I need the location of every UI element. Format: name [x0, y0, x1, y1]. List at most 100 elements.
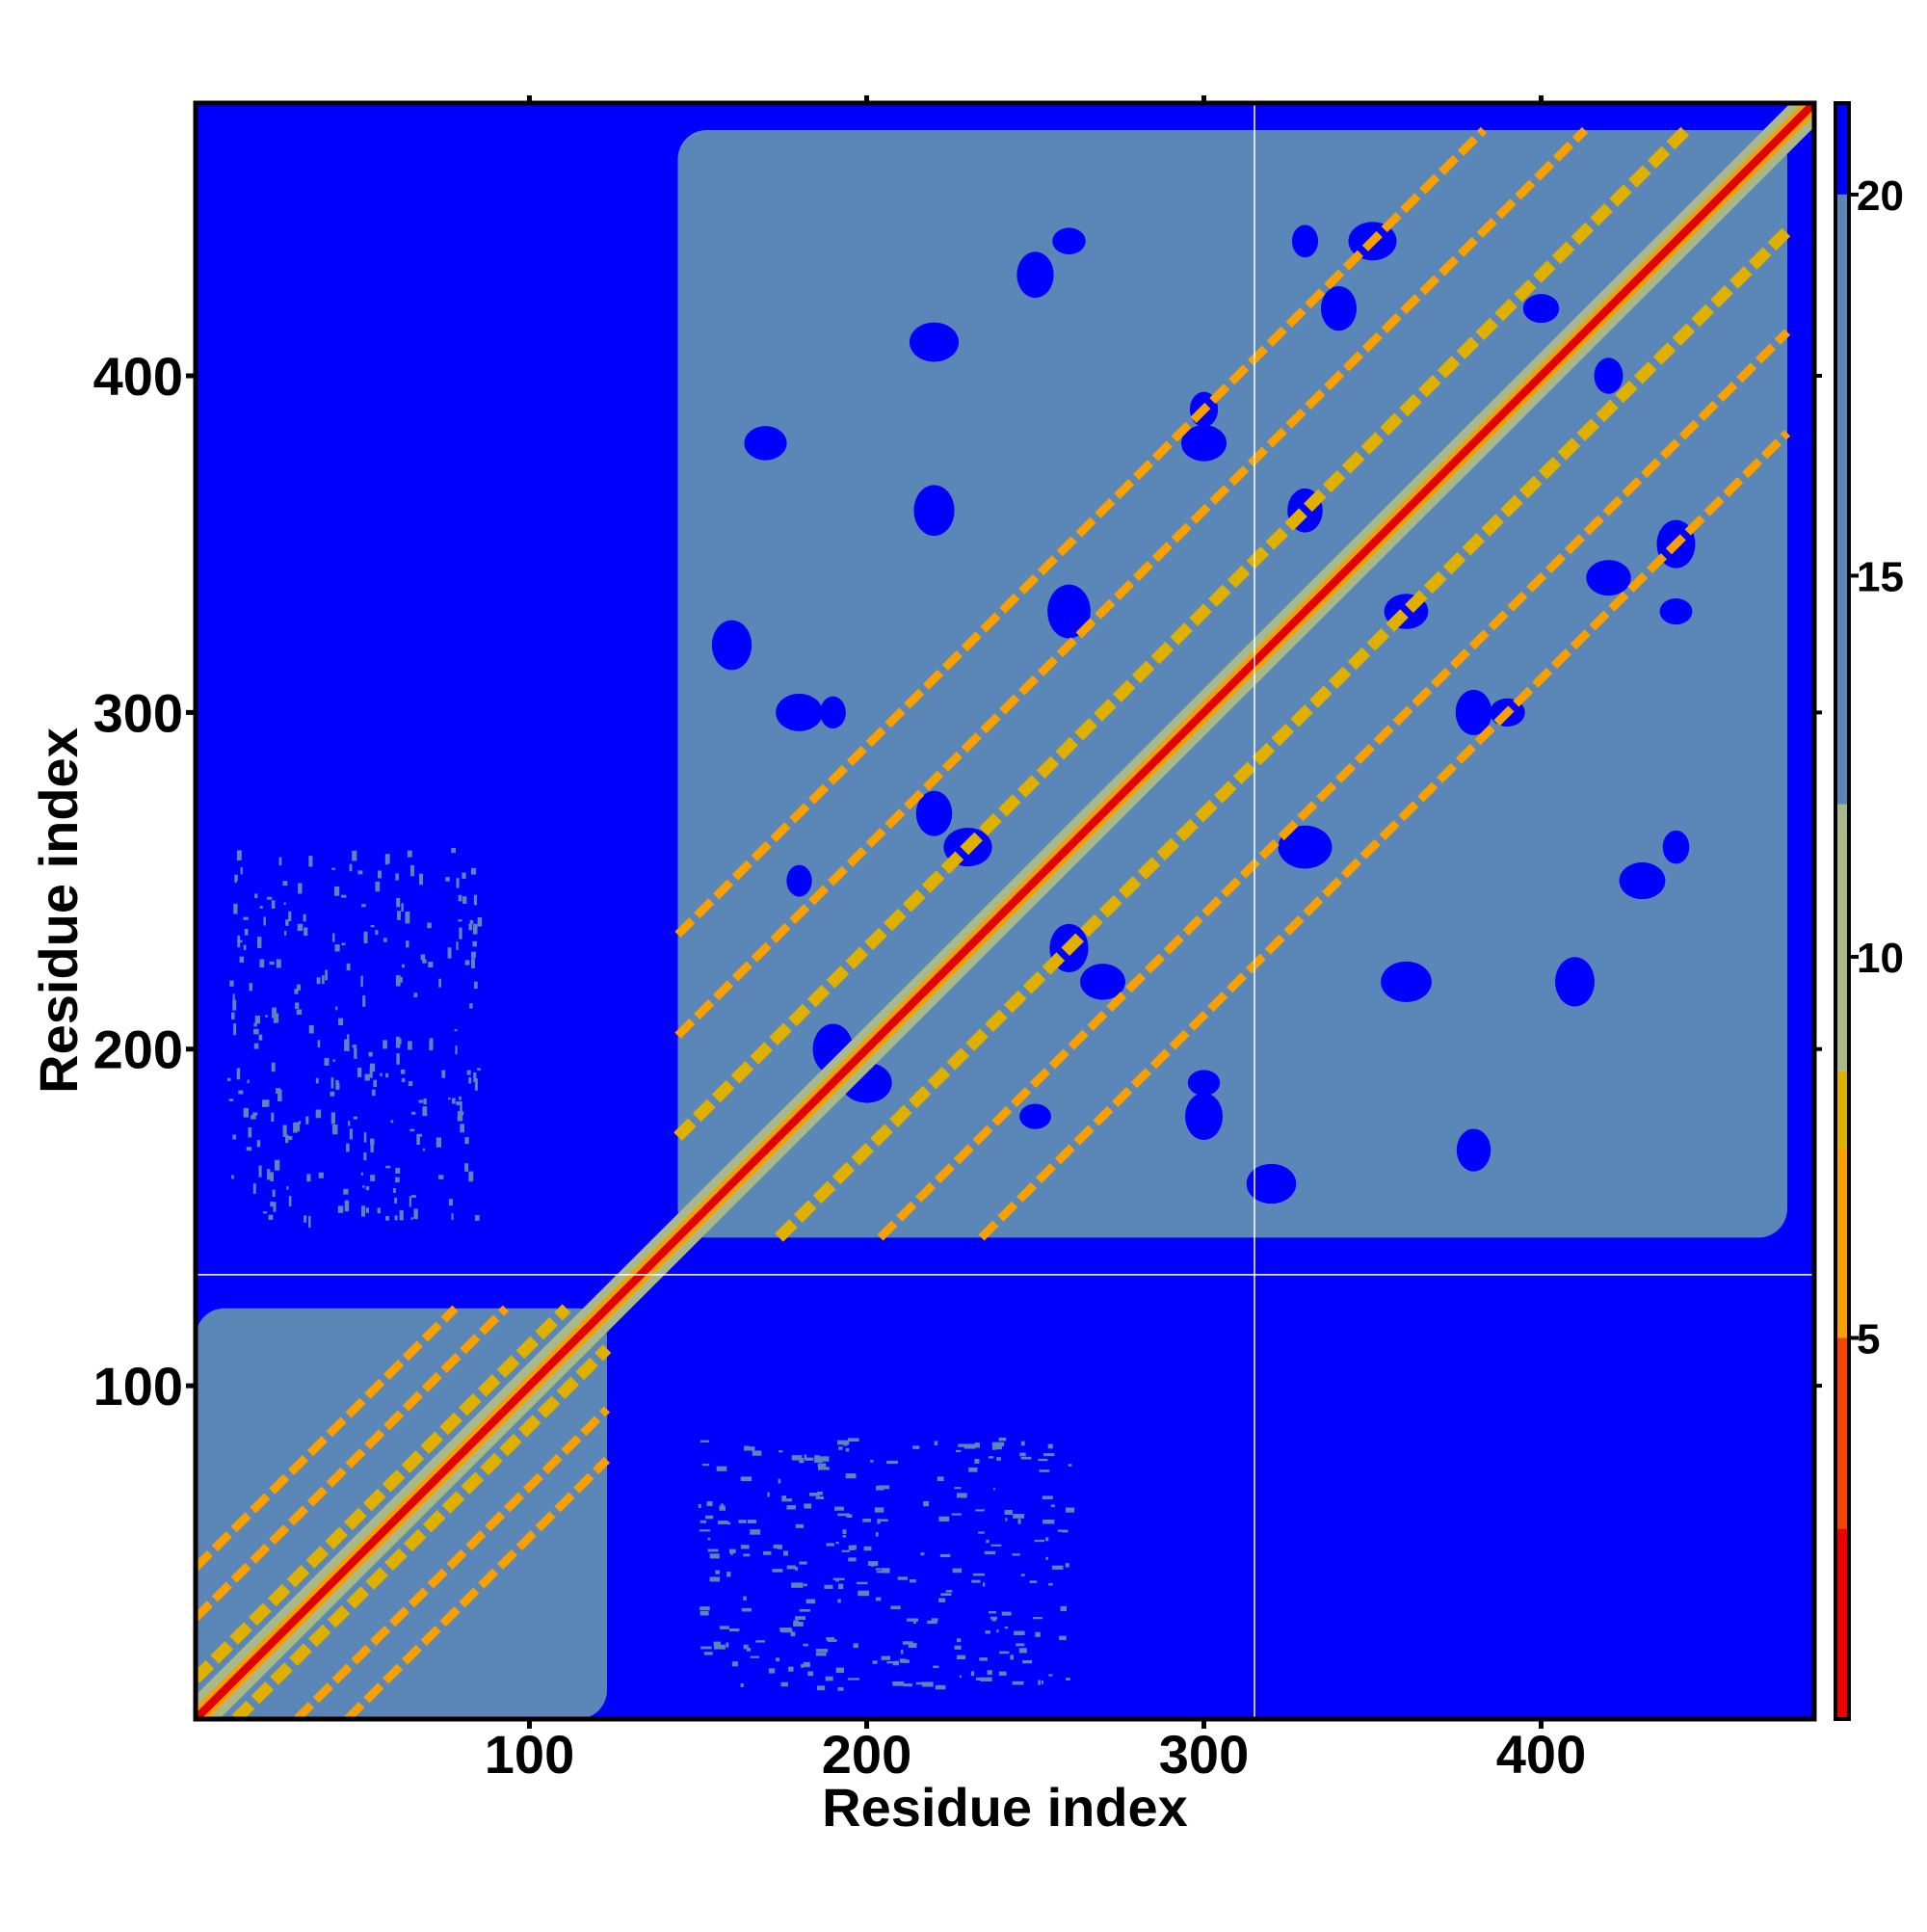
heatmap-cavity	[776, 693, 823, 731]
heatmap-speckle	[879, 1519, 888, 1522]
heatmap-cavity	[1659, 598, 1693, 625]
heatmap-speckle	[363, 931, 368, 943]
heatmap-speckle	[337, 1018, 344, 1026]
heatmap-speckle	[324, 1057, 330, 1066]
heatmap-speckle	[256, 1140, 261, 1148]
heatmap-speckle	[385, 1072, 389, 1078]
heatmap-speckle	[937, 1476, 944, 1482]
heatmap-speckle	[988, 1456, 994, 1459]
heatmap-speckle	[834, 1506, 844, 1511]
heatmap-speckle	[254, 893, 258, 899]
heatmap-speckle	[271, 1112, 275, 1123]
heatmap-speckle	[468, 1171, 473, 1182]
heatmap-speckle	[383, 1040, 387, 1049]
heatmap-cavity	[1019, 1103, 1051, 1129]
heatmap-speckle	[308, 1215, 311, 1229]
heatmap-speckle	[805, 1599, 816, 1604]
heatmap-speckle	[780, 1681, 788, 1687]
heatmap-speckle	[370, 1142, 374, 1152]
heatmap-speckle	[717, 1521, 728, 1524]
heatmap-speckle	[469, 919, 474, 924]
heatmap-speckle	[790, 1631, 796, 1637]
heatmap-speckle	[385, 1216, 389, 1221]
heatmap-speckle	[807, 1671, 814, 1677]
heatmap-speckle	[1019, 1452, 1026, 1457]
heatmap-speckle	[419, 873, 424, 886]
heatmap-speckle	[952, 1568, 963, 1574]
heatmap-speckle	[716, 1466, 727, 1471]
heatmap-speckle	[293, 1122, 298, 1133]
heatmap-cavity	[1381, 961, 1432, 1002]
heatmap-speckle	[380, 1072, 383, 1076]
heatmap-speckle	[1065, 1563, 1069, 1568]
heatmap-speckle	[278, 857, 282, 866]
heatmap-speckle	[252, 1112, 258, 1116]
heatmap-speckle	[344, 1039, 350, 1051]
heatmap-speckle	[730, 1552, 733, 1555]
heatmap-speckle	[233, 1023, 237, 1036]
heatmap-speckle	[409, 1128, 415, 1132]
heatmap-speckle	[462, 896, 467, 904]
heatmap-speckle	[912, 1445, 920, 1449]
heatmap-speckle	[273, 1202, 277, 1212]
heatmap-speckle	[740, 1545, 750, 1549]
heatmap-speckle	[700, 1520, 707, 1523]
heatmap-speckle	[232, 999, 237, 1011]
contact-band	[673, 125, 1691, 1141]
heatmap-speckle	[817, 1491, 823, 1495]
heatmap-speckle	[791, 1582, 804, 1588]
heatmap-speckle	[744, 1446, 755, 1451]
heatmap-speckle	[471, 951, 476, 959]
heatmap-speckle	[1001, 1611, 1012, 1616]
heatmap-speckle	[276, 959, 281, 968]
heatmap-speckle	[746, 1648, 752, 1652]
heatmap-speckle	[773, 1544, 781, 1548]
contact-band	[293, 1406, 611, 1719]
heatmap-speckle	[804, 1503, 812, 1509]
heatmap-speckle	[958, 1443, 968, 1447]
heatmap-speckle	[832, 1577, 845, 1580]
heatmap-speckle	[370, 925, 375, 928]
heatmap-speckle	[266, 1099, 270, 1107]
heatmap-speckle	[779, 1450, 783, 1453]
heatmap-speckle	[892, 1681, 905, 1686]
heatmap-speckle	[791, 1455, 803, 1461]
heatmap-cavity	[1187, 1070, 1221, 1097]
heatmap-cavity	[1047, 584, 1091, 639]
heatmap-speckle	[429, 1038, 434, 1049]
heatmap-speckle	[956, 1654, 966, 1660]
heatmap-speckle	[370, 1175, 376, 1181]
heatmap-speckle	[837, 1513, 850, 1517]
heatmap-speckle	[999, 1651, 1010, 1654]
heatmap-speckle	[772, 1569, 783, 1573]
heatmap-cavity	[1052, 227, 1086, 255]
heatmap-speckle	[816, 1685, 826, 1691]
heatmap-speckle	[361, 904, 366, 908]
heatmap-speckle	[360, 1172, 364, 1176]
heatmap-speckle	[287, 1135, 293, 1141]
heatmap-speckle	[934, 1441, 938, 1445]
heatmap-cavity	[1278, 825, 1333, 869]
heatmap-speckle	[377, 870, 382, 879]
heatmap-speckle	[818, 1467, 830, 1470]
heatmap-speckle	[920, 1552, 925, 1556]
heatmap-cavity	[1320, 285, 1358, 331]
heatmap-speckle	[938, 1598, 946, 1602]
heatmap-speckle	[282, 881, 288, 887]
heatmap-speckle	[356, 1067, 362, 1077]
heatmap-speckle	[987, 1670, 992, 1676]
heatmap-speckle	[227, 1077, 231, 1081]
heatmap-speckle	[377, 1207, 381, 1214]
heatmap-cavity	[1016, 251, 1054, 299]
heatmap-cavity	[1185, 1093, 1223, 1140]
heatmap-speckle	[341, 894, 347, 898]
heatmap-speckle	[1038, 1458, 1048, 1462]
heatmap-cavity	[1555, 957, 1595, 1007]
heatmap-speckle	[847, 1438, 859, 1442]
heatmap-speckle	[456, 1101, 461, 1106]
heatmap-speckle	[236, 850, 242, 860]
heatmap-speckle	[853, 1643, 858, 1649]
heatmap-speckle	[298, 925, 303, 929]
heatmap-speckle	[856, 1581, 868, 1585]
